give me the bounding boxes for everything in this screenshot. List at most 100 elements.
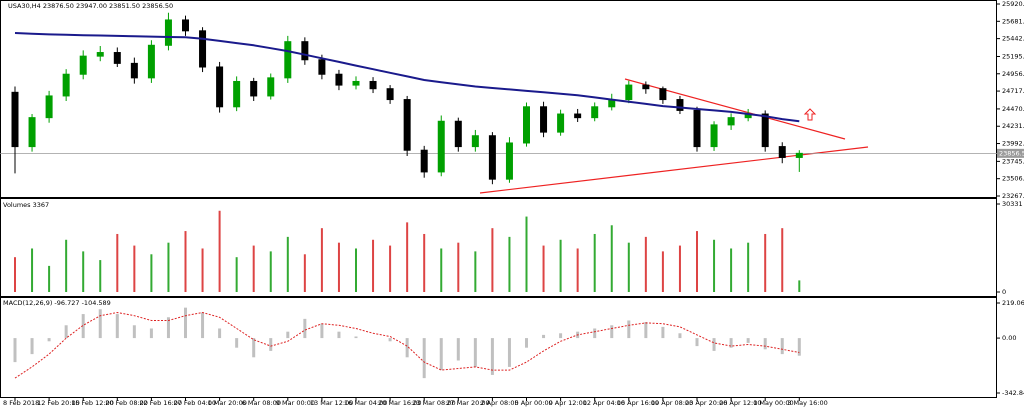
y-tick-label: 24717.15 [1002,87,1024,95]
candle-body [147,44,155,79]
macd-histogram [184,307,187,339]
y-tick-label: 30331 [1002,200,1023,208]
volume-bar [474,251,477,292]
x-tick-label: 23 Apr 20:00 [685,399,727,407]
candle-body [182,19,189,32]
candle-body [199,30,207,68]
y-tick-label: 25442.15 [1002,35,1024,43]
macd-histogram [593,328,597,339]
macd-histogram [405,338,409,358]
candle-body [591,106,599,119]
macd-histogram [525,338,528,348]
y-tick-label: 24470.65 [1002,105,1024,113]
candle-body [62,73,70,97]
volume-bar [31,248,34,292]
volume-bar [355,248,357,292]
candle-body [642,84,650,90]
volume-bar [508,236,511,292]
candle-body [471,135,479,148]
moving-average [14,32,800,123]
candle-body [540,106,548,133]
x-tick-label: 9 Mar 00:00 [276,399,315,407]
volume-bar [593,233,596,292]
x-tick-label: 2 Apr 08:00 [480,399,518,407]
volume-bar [150,254,153,292]
price-panel [0,0,997,198]
x-tick-label: 8 Feb 2018 [3,399,39,407]
candle-body [403,99,411,151]
candle-body [301,41,309,61]
x-tick-label: 15 Feb 12:00 [71,399,114,407]
macd-signal [14,311,800,379]
macd-histogram [610,325,614,339]
candle-body [318,59,326,75]
candle-body [557,113,565,133]
volume-bar [201,248,204,292]
candle-body [710,124,718,148]
macd-histogram [47,338,51,342]
x-tick-label: 1 May 00:00 [753,399,793,407]
candle-body [761,113,769,148]
macd-histogram [763,338,767,350]
candle-body [284,41,292,79]
candle-body [369,80,377,90]
candle-body [352,80,360,86]
volume-bar [48,265,51,292]
x-tick-label: 1 Mar 20:00 [208,399,247,407]
y-tick-label: 23267.15 [1002,192,1024,200]
candle-body [488,135,496,180]
candle-body [130,62,138,79]
volume-bar [423,233,426,292]
volume-bar [235,257,238,292]
candle-body [216,66,224,108]
volume-bar [678,245,681,292]
volume-bar [320,228,323,292]
candle-body [250,80,258,97]
macd-histogram [252,338,256,358]
macd-histogram [559,333,563,339]
price-title: USA30,H4 23876.50 23947.00 23851.50 2385… [8,2,173,10]
macd-histogram [712,338,716,351]
macd-histogram [678,333,682,339]
up-arrow [803,108,817,121]
x-tick-label: 19 Apr 08:00 [651,399,693,407]
volume-bar [133,245,136,292]
candle-body [335,73,343,86]
volume-bar [65,239,68,292]
macd-histogram [439,338,443,371]
y-tick-label: 25681.40 [1002,17,1024,25]
volume-bar [99,260,102,292]
macd-histogram [218,328,222,339]
volume-bar [167,242,170,292]
volume-bar [269,251,272,292]
volume-bar [457,242,460,292]
candle-body [386,88,394,101]
y-tick-label: 23506.40 [1002,175,1024,183]
macd-histogram [388,338,392,342]
volume-bar [218,210,221,292]
macd-histogram [30,338,34,355]
candle-body [79,55,87,75]
candle-body [454,120,462,148]
candle-body [693,109,701,148]
volume-bar [14,257,16,292]
x-tick-label: 27 Mar 20:00 [446,399,489,407]
macd-histogram [132,325,136,339]
candle-body [778,146,786,158]
volume-bar [661,251,664,292]
y-tick-label: -342.849 [1002,389,1024,397]
macd-histogram [542,334,546,339]
trendline-lower [479,146,869,194]
x-tick-label: 22 Feb 16:00 [139,399,182,407]
x-tick-label: 5 Apr 00:00 [515,399,553,407]
macd-title: MACD(12,26,9) -96.727 -104.589 [3,299,111,307]
volume-bar [337,242,340,292]
candle-body [164,19,172,46]
candle-body [505,142,513,180]
macd-histogram [729,338,733,348]
volume-title: Volumes 3367 [3,201,49,209]
x-tick-label: 20 Mar 16:00 [378,399,421,407]
macd-histogram [695,338,699,347]
